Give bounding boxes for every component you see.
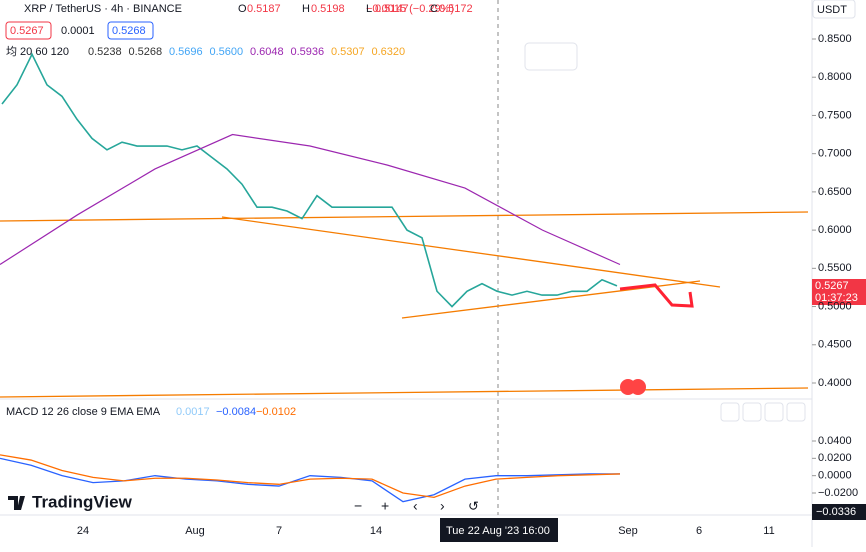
y-tick-label: 0.5000 [818,300,852,312]
legend-value: 0.5936 [291,46,325,58]
ohlc-value: 0.5172 [439,3,473,15]
legend-value: 0.5238 [88,46,122,58]
x-tick-label: 14 [370,525,382,537]
macd-line [0,457,620,503]
brand-logo [8,496,25,510]
y-tick-label: 0.7000 [818,148,852,160]
quote-value: 0.0001 [61,25,95,37]
x-tick-label: 6 [696,525,702,537]
countdown: 01:37:23 [815,292,858,304]
ohlc-value: 0.5147 [375,3,409,15]
symbol: XRP / TetherUS · 4h · BINANCE [24,3,182,15]
ohlc-key: C [430,3,438,15]
event-icon[interactable] [630,379,646,395]
quote-value: 0.5267 [10,25,44,37]
ohlc-key: O [238,3,247,15]
arrow-drawing [619,283,694,308]
y-tick-label: 0.4000 [818,377,852,389]
trend-line [221,216,721,288]
legend-value: 0.5307 [331,46,365,58]
legend-value: 0.5600 [210,46,244,58]
quote-box [56,21,103,40]
y-tick-label: 0.6000 [818,224,852,236]
close-pane[interactable] [742,402,762,422]
y-tick-label: 0.0400 [818,435,852,447]
macd-line [0,454,621,498]
legend-value: −0.0084 [216,406,256,418]
legend-value: 0.6320 [372,46,406,58]
trend-line [0,387,809,398]
move-up[interactable] [720,402,740,422]
macd-last-box [812,504,866,520]
trend-line [401,280,701,319]
price-line [1,52,618,308]
y-tick-label: −0.0200 [818,487,858,499]
reset[interactable]: ↺ [468,498,479,513]
drawing-toolbar[interactable] [524,42,578,71]
y-tick-label: 0.4500 [818,339,852,351]
quote-value: 0.5268 [112,25,146,37]
scroll-right[interactable]: › [440,498,445,514]
macd-last: −0.0336 [816,506,856,518]
maximize[interactable] [786,402,806,422]
zoom-controls: − + ‹ › ↺ [354,498,479,514]
scroll-left[interactable]: ‹ [413,498,418,514]
currency[interactable]: USDT [817,4,847,16]
ma-line [0,133,621,266]
macd-label: MACD 12 26 close 9 EMA EMA [6,406,161,418]
y-tick-label: 0.0200 [818,452,852,464]
last-price: 0.5267 [815,280,849,292]
y-tick-label: 0.6500 [818,186,852,198]
collapse[interactable] [764,402,784,422]
legend-value: 0.5696 [169,46,203,58]
ohlc-key: L [366,3,372,15]
y-tick-label: 0.8000 [818,71,852,83]
legend-value: 0.5268 [129,46,163,58]
legend-value: 0.0017 [176,406,210,418]
legend-value: −0.0102 [256,406,296,418]
y-tick-label: 0.5500 [818,262,852,274]
crosshair-box [440,518,558,542]
y-tick-label: 0.7500 [818,109,852,121]
change: −0.0015 (−0.29%) [366,3,454,15]
ohlc-key: H [302,3,310,15]
x-tick-label: 11 [763,525,774,537]
zoom-out[interactable]: − [354,498,362,514]
currency-button[interactable] [812,0,856,19]
trend-line [0,211,809,222]
ohlc-value: 0.5187 [247,3,281,15]
pane-buttons [720,402,806,422]
ma-label: 均 20 60 120 [6,45,69,58]
zoom-in[interactable]: + [381,498,389,514]
y-tick-label: 0.8500 [818,33,852,45]
x-tick-label: 24 [77,525,89,537]
ohlc-value: 0.5198 [311,3,345,15]
y-tick-label: 0.0000 [818,470,852,482]
last-price-box [812,279,866,305]
crosshair-label: Tue 22 Aug '23 16:00 [446,525,550,537]
quote-box [5,21,52,40]
x-tick-label: Aug [185,525,205,537]
brand: TradingView [32,492,133,511]
x-tick-label: 7 [276,525,282,537]
x-tick-label: Sep [618,525,638,537]
legend-value: 0.6048 [250,46,284,58]
quote-box [107,21,154,40]
